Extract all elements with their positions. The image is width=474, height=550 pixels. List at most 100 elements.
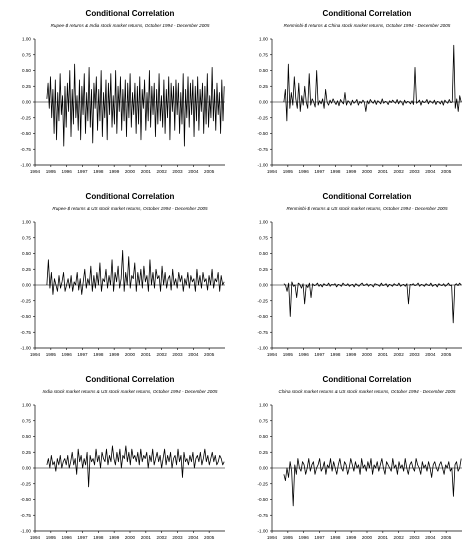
x-tick-label: 1999 [346, 352, 357, 357]
x-tick-label: 2002 [157, 169, 168, 174]
y-tick-label: 0.25 [22, 450, 31, 455]
x-tick-label: 1998 [330, 169, 341, 174]
y-tick-label: 0.75 [22, 235, 31, 240]
x-tick-label: 1999 [109, 535, 120, 540]
y-tick-label: -0.25 [21, 115, 32, 120]
x-tick-label: 1998 [93, 535, 104, 540]
x-tick-label: 2004 [188, 352, 199, 357]
chart-subtitle: India stock market returns & US stock ma… [43, 389, 218, 394]
x-tick-label: 2001 [141, 169, 152, 174]
y-tick-label: 0.25 [22, 84, 31, 89]
x-tick-label: 2005 [204, 535, 215, 540]
series-line [283, 44, 462, 122]
x-tick-label: 1999 [346, 535, 357, 540]
x-tick-label: 1994 [267, 352, 278, 357]
x-tick-label: 2004 [188, 169, 199, 174]
x-tick-label: 2003 [172, 352, 183, 357]
chart-panel-rupee-us: Conditional Correlation Rupee-$ returns &… [0, 183, 237, 366]
x-tick-label: 1997 [77, 535, 88, 540]
chart-subtitle: China stock market returns & US stock ma… [279, 389, 456, 394]
y-tick-label: -1.00 [258, 346, 269, 351]
y-tick-label: -0.50 [21, 314, 32, 319]
y-tick-label: 1.00 [22, 37, 31, 42]
series-line [283, 458, 462, 507]
x-tick-label: 1995 [46, 535, 57, 540]
y-tick-label: -0.50 [258, 497, 269, 502]
x-tick-label: 2000 [125, 169, 136, 174]
chart-subtitle: Renminbi-$ returns & China stock market … [284, 23, 451, 28]
x-tick-label: 2002 [157, 352, 168, 357]
y-tick-label: -0.50 [258, 314, 269, 319]
y-tick-label: -0.25 [21, 481, 32, 486]
chart-svg-rupee-india: Conditional Correlation Rupee-$ returns &… [21, 9, 225, 174]
x-tick-label: 1997 [314, 352, 325, 357]
x-tick-label: 1996 [299, 352, 310, 357]
x-tick-label: 1997 [77, 352, 88, 357]
chart-svg-india-us: Conditional Correlation India stock marke… [21, 375, 225, 540]
y-tick-label: -0.75 [21, 330, 32, 335]
chart-panel-rupee-india: Conditional Correlation Rupee-$ returns &… [0, 0, 237, 183]
x-tick-label: 2001 [141, 535, 152, 540]
x-tick-label: 2002 [394, 169, 405, 174]
y-tick-label: 0.00 [22, 100, 31, 105]
x-tick-label: 1994 [30, 352, 41, 357]
x-tick-label: 1998 [93, 169, 104, 174]
chart-panel-china-us: Conditional Correlation China stock marke… [237, 366, 474, 549]
y-tick-label: -0.75 [258, 147, 269, 152]
y-tick-label: 1.00 [259, 37, 268, 42]
x-tick-label: 1999 [346, 169, 357, 174]
chart-title: Conditional Correlation [86, 9, 175, 18]
y-tick-label: 0.50 [22, 434, 31, 439]
y-tick-label: -0.50 [21, 497, 32, 502]
y-tick-label: -1.00 [21, 163, 32, 168]
x-tick-label: 2000 [125, 535, 136, 540]
x-tick-label: 2002 [394, 352, 405, 357]
x-tick-label: 2004 [425, 169, 436, 174]
x-tick-label: 2003 [409, 169, 420, 174]
y-tick-label: 0.25 [259, 267, 268, 272]
y-tick-label: 0.00 [259, 100, 268, 105]
y-tick-label: -0.75 [258, 513, 269, 518]
y-tick-label: -1.00 [21, 529, 32, 534]
chart-title: Conditional Correlation [86, 375, 175, 384]
x-tick-label: 2003 [172, 169, 183, 174]
x-tick-label: 1996 [62, 169, 73, 174]
y-tick-label: -0.50 [21, 131, 32, 136]
x-tick-label: 1996 [62, 352, 73, 357]
x-tick-label: 1994 [267, 535, 278, 540]
x-tick-label: 1995 [283, 169, 294, 174]
y-tick-label: 0.25 [259, 450, 268, 455]
x-tick-label: 1998 [93, 352, 104, 357]
x-tick-label: 2004 [425, 352, 436, 357]
chart-svg-renminbi-china: Conditional Correlation Renminbi-$ return… [258, 9, 462, 174]
y-tick-label: -1.00 [258, 163, 269, 168]
y-tick-label: 0.50 [259, 251, 268, 256]
x-tick-label: 2001 [378, 535, 389, 540]
chart-svg-rupee-us: Conditional Correlation Rupee-$ returns &… [21, 192, 225, 357]
y-tick-label: -1.00 [258, 529, 269, 534]
x-tick-label: 1997 [77, 169, 88, 174]
y-tick-label: 0.75 [259, 52, 268, 57]
x-tick-label: 1997 [314, 169, 325, 174]
y-tick-label: -0.25 [258, 298, 269, 303]
y-tick-label: -0.75 [258, 330, 269, 335]
x-tick-label: 1998 [330, 535, 341, 540]
series-line [46, 63, 225, 147]
y-tick-label: -0.50 [258, 131, 269, 136]
x-tick-label: 1998 [330, 352, 341, 357]
x-tick-label: 2002 [394, 535, 405, 540]
x-tick-label: 2001 [378, 352, 389, 357]
x-tick-label: 1995 [46, 352, 57, 357]
chart-subtitle: Renminbi-$ returns & US stock market ret… [286, 206, 448, 211]
y-tick-label: 1.00 [22, 220, 31, 225]
y-tick-label: 0.00 [259, 283, 268, 288]
x-tick-label: 2005 [441, 535, 452, 540]
x-tick-label: 1995 [283, 352, 294, 357]
chart-panel-renminbi-china: Conditional Correlation Renminbi-$ return… [237, 0, 474, 183]
series-line [46, 249, 225, 295]
y-tick-label: -0.25 [258, 115, 269, 120]
x-tick-label: 1996 [299, 169, 310, 174]
y-tick-label: -0.75 [21, 147, 32, 152]
chart-title: Conditional Correlation [323, 9, 412, 18]
